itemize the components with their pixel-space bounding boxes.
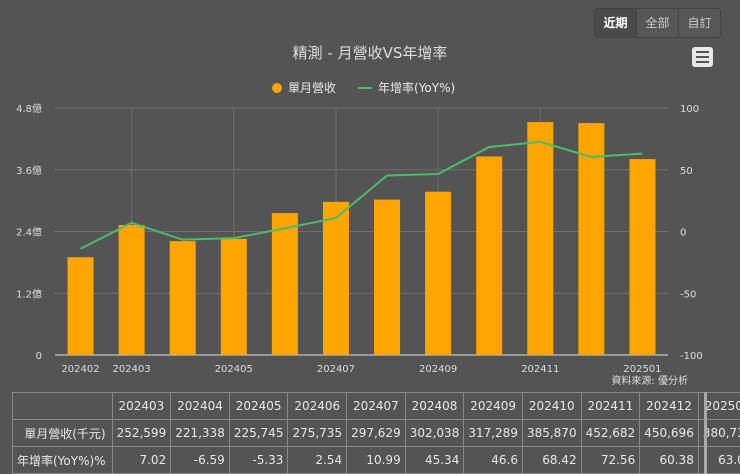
range-recent-button[interactable]: 近期 [595,9,637,37]
revenue-bar [220,238,247,355]
table-cell: 297,629 [346,419,406,447]
table-header-cell: 202409 [463,392,523,420]
revenue-bar [425,191,452,355]
x-tick-label: 202405 [215,364,253,375]
chart-title: 精測 - 月營收VS年增率 [292,44,448,62]
revenue-bar [476,156,503,355]
revenue-bar [169,241,196,355]
legend: 單月營收 年增率(YoY%) [272,79,455,96]
table-header-row: 202403 202404 202405 202406 202407 202408 2024… [12,392,740,420]
table-cell: -5.33 [228,446,289,474]
y-right-tick-label: 100 [680,104,699,115]
table-header-cell: 202412 [639,392,699,420]
table-cell: 7.02 [111,446,172,474]
table-cell: -6.59 [170,446,230,474]
table-header-cell: 202411 [580,392,641,420]
x-tick-label: 202411 [521,364,559,375]
table-header-cell: 202410 [521,392,582,420]
yoy-line [80,140,643,250]
table-cell: 225,745 [228,419,289,447]
revenue-bar [271,213,298,355]
table-row-yoy: 年增率(YoY%)% 7.02 -6.59 -5.33 2.54 10.99 45.34 46… [12,446,740,474]
table-cell: 275,735 [287,419,348,447]
data-table: 202403 202404 202405 202406 202407 202408 2024… [12,392,740,474]
data-source: 資料來源: 優分析 [611,376,688,387]
legend-line-marker [358,86,373,89]
table-header-cell: 202407 [346,392,406,420]
table-row-label: 單月營收(千元) [12,419,113,447]
table-cell: 2.54 [287,446,348,474]
revenue-bar [322,201,349,355]
table-header-cell: 202404 [170,392,230,420]
range-custom-button[interactable]: 自訂 [679,9,720,37]
table-header-cell: 202405 [228,392,289,420]
x-tick-label: 202402 [61,364,99,375]
y-left-tick-label: 2.4億 [16,226,42,239]
legend-line-label[interactable]: 年增率(YoY%) [378,81,456,95]
y-left-tick-label: 0 [36,351,42,362]
table-cell: 221,338 [170,419,230,447]
revenue-bar [67,257,94,355]
chart-canvas: 0 1.2億 2.4億 3.6億 4.8億 -100 -50 0 50 100 202402 2024… [16,102,703,375]
table-header-cell: 202403 [111,392,172,420]
x-tick-label: 202409 [419,364,457,375]
y-right-tick-label: 50 [680,166,693,177]
y-left-tick-label: 1.2億 [16,287,42,300]
table-cell: 252,599 [111,419,172,447]
legend-bar-label[interactable]: 單月營收 [288,81,337,95]
table-header-cell: 202408 [404,392,465,420]
x-tick-label: 202407 [317,364,355,375]
table-row-label: 年增率(YoY%)% [12,446,113,474]
table-header-cell: 202406 [287,392,348,420]
y-left-tick-label: 4.8億 [16,102,42,115]
x-tick-label: 202501 [623,364,661,375]
table-cell: 450,696 [639,419,699,447]
table-row-revenue: 單月營收(千元) 252,599 221,338 225,745 275,735 297,… [12,419,740,447]
table-cell: 46.6 [463,446,523,474]
table-cell: 10.99 [346,446,406,474]
table-cell: 60.38 [639,446,699,474]
table-cell: 385,870 [521,419,582,447]
y-right-tick-label: -50 [680,289,696,300]
y-right-tick-label: -100 [680,351,703,362]
revenue-bar [374,199,401,355]
revenue-bar [118,225,145,355]
x-tick-label: 202403 [113,364,151,375]
table-cell: 452,682 [580,419,641,447]
hamburger-icon[interactable] [692,47,713,67]
table-cell: 317,289 [463,419,523,447]
range-all-button[interactable]: 全部 [637,9,679,37]
revenue-bar [578,123,605,356]
table-header-cell [12,392,113,420]
revenue-bar [629,159,656,355]
y-left-tick-label: 3.6億 [16,164,42,177]
table-cell: 68.42 [521,446,582,474]
table-scrollbar[interactable] [704,392,707,474]
legend-bar-marker [272,82,282,93]
y-right-tick-label: 0 [680,228,686,239]
revenue-bar [527,122,554,355]
table-cell: 72.56 [580,446,641,474]
table-cell: 302,038 [404,419,465,447]
table-cell: 45.34 [404,446,465,474]
range-buttons: 近期 全部 自訂 [594,8,721,38]
